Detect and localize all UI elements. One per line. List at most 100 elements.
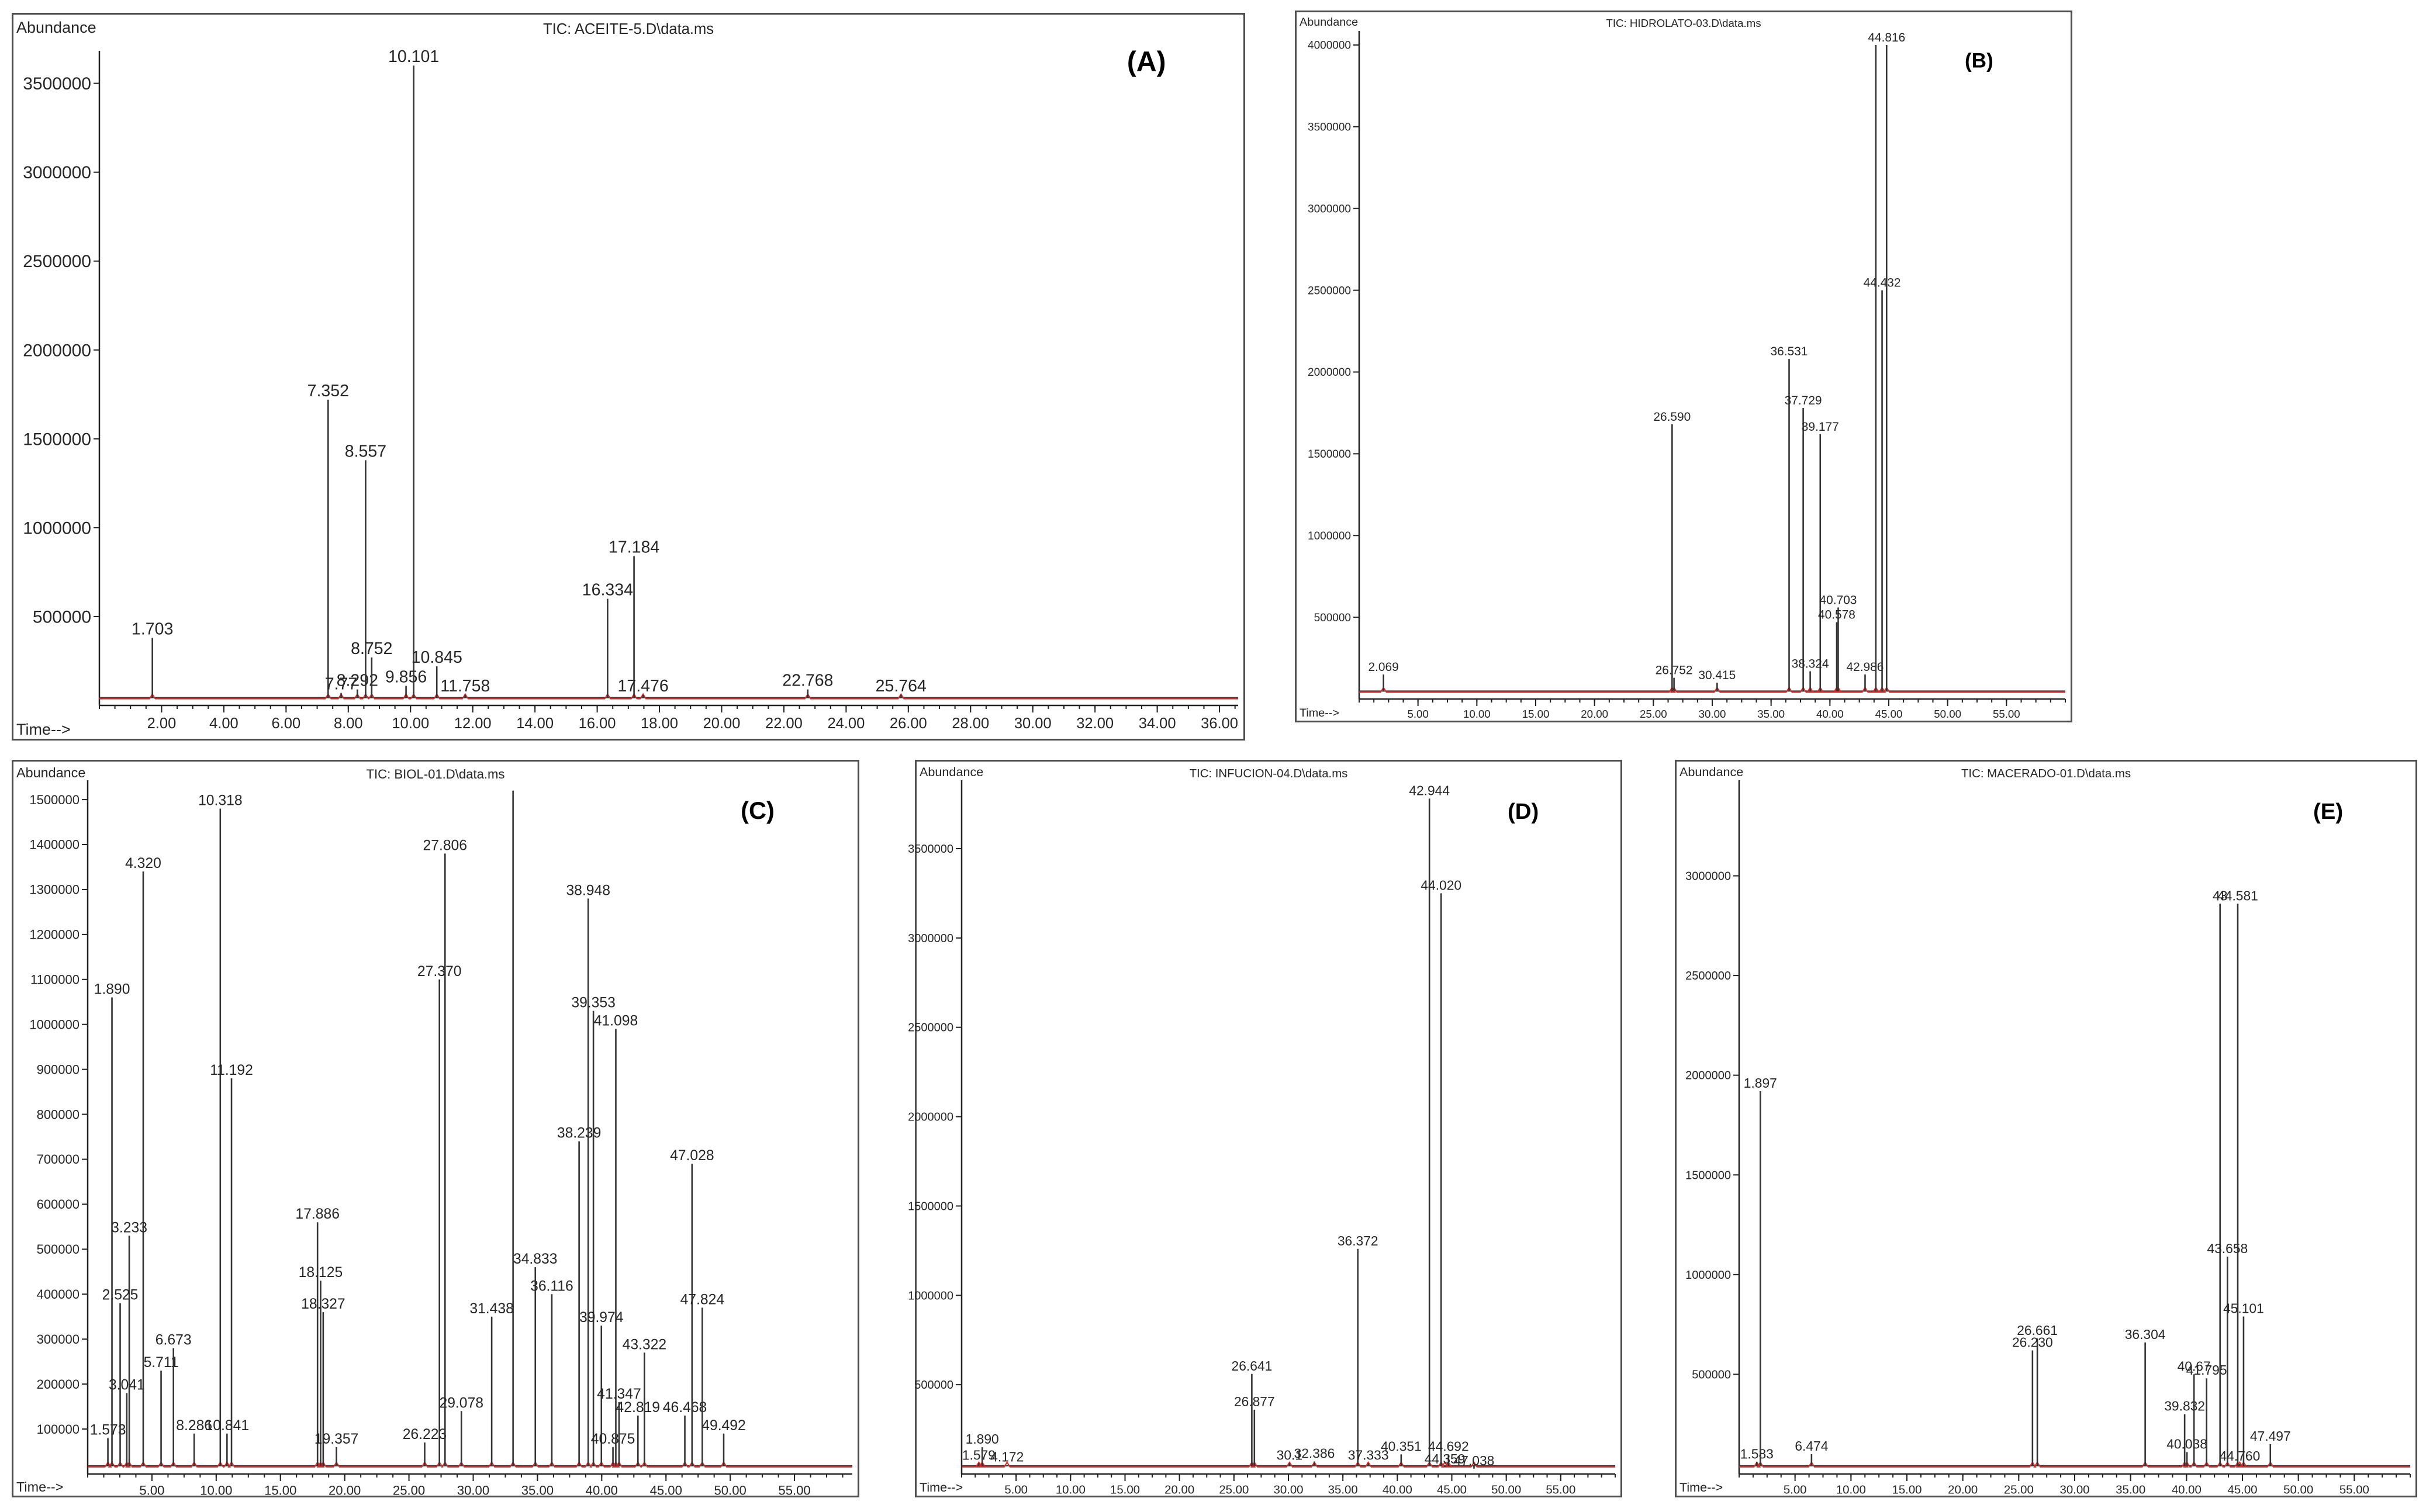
peak-label: 1.703 (132, 620, 173, 638)
chromatogram-b-svg: TIC: HIDROLATO-03.D\data.ms Abundance Time… (1295, 11, 2072, 722)
peak-label: 44.432 (1864, 276, 1901, 290)
peak-label: 4.320 (125, 856, 161, 871)
y-axis-label: Abundance (16, 19, 96, 36)
panel-label: (A) (1127, 47, 1166, 78)
peak-label: 40.875 (591, 1431, 635, 1447)
x-tick-label: 15.00 (1892, 1484, 1922, 1497)
x-tick-label: 15.00 (1110, 1484, 1140, 1497)
peak-label: 26.752 (1656, 664, 1693, 677)
peak-label: 11.192 (210, 1063, 253, 1078)
peak-label: 22.768 (782, 672, 833, 690)
x-tick-label: 20.00 (1581, 708, 1608, 720)
x-tick-label: 35.00 (2116, 1484, 2145, 1497)
y-tick-label: 2500000 (23, 252, 91, 271)
peak-label: 17.476 (618, 677, 669, 696)
peak-label: 39.353 (571, 995, 616, 1011)
x-tick-label: 20.00 (1948, 1484, 1978, 1497)
y-tick-label: 1000000 (908, 1289, 953, 1302)
y-tick-label: 1000000 (23, 518, 91, 538)
x-tick-label: 35.00 (1757, 708, 1785, 720)
peak-label: 7.352 (307, 382, 349, 400)
peak-label: 25.764 (876, 677, 927, 696)
peak-label: 38.948 (566, 883, 610, 898)
x-axis-label: Time--> (1300, 707, 1339, 719)
y-tick-label: 1000000 (1308, 530, 1351, 542)
x-tick-label: 35.00 (1328, 1484, 1358, 1497)
y-tick-label: 2500000 (908, 1022, 953, 1034)
y-tick-label: 3000000 (908, 932, 953, 945)
x-tick-label: 55.00 (1546, 1484, 1575, 1497)
chart-frame (1295, 11, 2072, 722)
y-tick-label: 1500000 (908, 1200, 953, 1213)
x-tick-label: 5.00 (1004, 1484, 1028, 1497)
peak-label: 1.583 (1740, 1447, 1774, 1462)
peak-label: 36.116 (530, 1278, 573, 1294)
peak-label: 40.351 (1381, 1438, 1422, 1454)
peak-label: 32.386 (1294, 1446, 1335, 1461)
x-tick-label: 50.00 (714, 1483, 747, 1497)
peak-label: 42.986 (1846, 660, 1884, 674)
peak-label: 1.890 (94, 982, 130, 998)
x-tick-label: 35.00 (521, 1483, 554, 1497)
chart-title: TIC: INFUCION-04.D\data.ms (1190, 767, 1348, 780)
y-tick-label: 500000 (37, 1242, 80, 1257)
x-tick-label: 40.00 (586, 1483, 618, 1497)
peak-label: 6.474 (1795, 1438, 1828, 1454)
x-tick-label: 55.00 (1993, 708, 2020, 720)
y-tick-label: 1000000 (1685, 1269, 1731, 1282)
peak-label: 38.324 (1792, 657, 1829, 670)
x-tick-label: 30.00 (1014, 715, 1052, 732)
y-tick-label: 1200000 (29, 928, 80, 942)
x-tick-label: 25.00 (1640, 708, 1667, 720)
y-tick-label: 900000 (37, 1062, 80, 1077)
x-tick-label: 26.00 (890, 715, 927, 732)
peak-label: 41.347 (597, 1386, 641, 1402)
x-tick-label: 5.00 (1407, 708, 1428, 720)
x-tick-label: 10.00 (1836, 1484, 1866, 1497)
chromatogram-e-svg: TIC: MACERADO-01.D\data.ms Abundance Time-… (1675, 760, 2417, 1497)
x-tick-label: 8.00 (334, 715, 363, 732)
x-axis-label: Time--> (16, 1479, 63, 1494)
peak-label: 39.177 (1802, 420, 1839, 434)
peak-label: 44.359 (1425, 1451, 1466, 1466)
x-tick-label: 55.00 (2339, 1484, 2369, 1497)
y-tick-label: 1500000 (1308, 448, 1351, 461)
y-tick-label: 800000 (37, 1107, 80, 1122)
y-tick-label: 1500000 (23, 430, 91, 449)
peak-label: 1.579 (962, 1448, 996, 1463)
x-tick-label: 2.00 (147, 715, 177, 732)
peak-label: 44.692 (1428, 1438, 1469, 1454)
x-tick-label: 4.00 (209, 715, 239, 732)
y-tick-label: 2500000 (1308, 285, 1351, 297)
peak-label: 44.816 (1868, 31, 1905, 44)
chart-frame (1675, 760, 2417, 1497)
x-tick-label: 10.00 (392, 715, 429, 732)
peak-label: 43.322 (623, 1337, 667, 1352)
x-tick-label: 20.00 (703, 715, 741, 732)
x-tick-label: 50.00 (1491, 1484, 1521, 1497)
y-tick-label: 500000 (33, 607, 91, 627)
panel-label: (D) (1508, 799, 1539, 824)
peak-label: 40.578 (1818, 608, 1855, 622)
peak-label: 11.758 (440, 677, 490, 696)
peak-label: 41.795 (2186, 1362, 2227, 1378)
x-tick-label: 10.00 (1056, 1484, 1086, 1497)
y-tick-label: 400000 (37, 1287, 80, 1302)
x-tick-label: 50.00 (2283, 1484, 2313, 1497)
y-tick-label: 3500000 (1308, 122, 1351, 134)
y-tick-label: 3000000 (1685, 870, 1731, 883)
x-tick-label: 30.00 (1699, 708, 1726, 720)
y-tick-label: 600000 (37, 1197, 80, 1212)
chart-title: TIC: MACERADO-01.D\data.ms (1961, 767, 2131, 780)
peak-label: 39.832 (2164, 1399, 2205, 1414)
peak-label: 36.304 (2125, 1327, 2166, 1342)
peak-label: 30.1 (1277, 1448, 1302, 1463)
peak-label: 6.673 (155, 1333, 192, 1348)
peak-label: 40.703 (1820, 593, 1857, 607)
chromatogram-c-svg: TIC: BIOL-01.D\data.ms Abundance Time--> (C… (12, 760, 859, 1497)
x-tick-label: 24.00 (827, 715, 865, 732)
x-tick-label: 20.00 (329, 1483, 361, 1497)
y-tick-label: 1500000 (1685, 1169, 1731, 1182)
peak-label: 31.438 (469, 1301, 514, 1317)
x-tick-label: 34.00 (1139, 715, 1176, 732)
